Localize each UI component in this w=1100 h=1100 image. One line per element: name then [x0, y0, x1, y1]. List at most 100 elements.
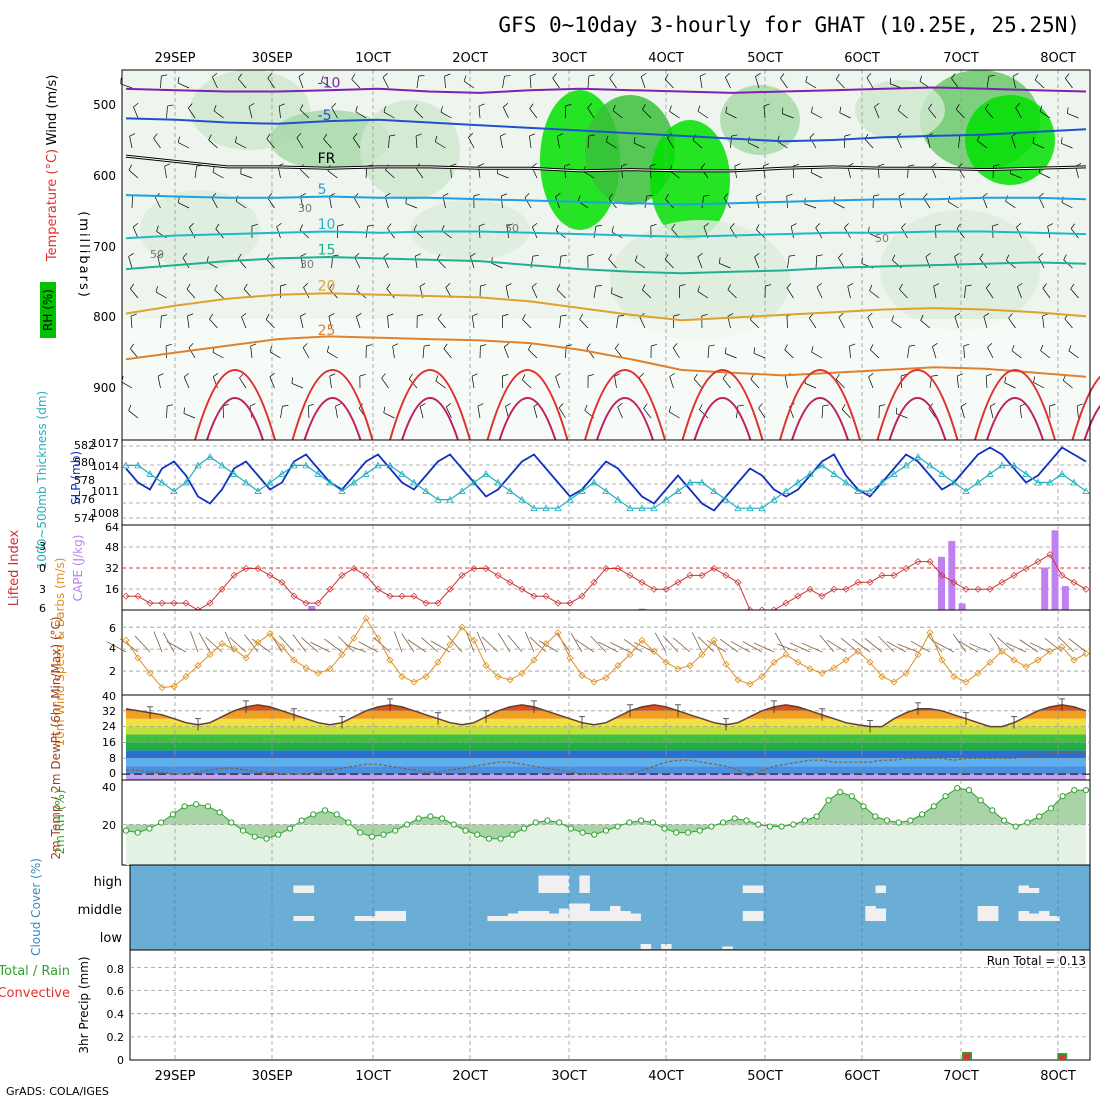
wind-barb-flag	[985, 283, 991, 289]
pressure-tick-label: 500	[93, 98, 116, 112]
precip-convective-bar	[964, 1053, 970, 1060]
surface-wind-barb	[407, 639, 427, 653]
thickness-marker	[218, 461, 226, 469]
thickness-line	[126, 456, 1087, 509]
bottom-day-label: 6OCT	[844, 1069, 880, 1084]
wind-barb-flag	[609, 73, 614, 79]
wind-barb	[1067, 113, 1079, 119]
temperature-band	[126, 774, 1086, 780]
wind-barb-flag	[326, 345, 330, 352]
wind-barb	[183, 413, 196, 419]
cape-tick-label: 64	[105, 521, 119, 534]
wind-barb	[356, 316, 361, 329]
wind-barb	[132, 226, 139, 239]
wind-barb-flag	[557, 133, 564, 137]
cloud-cover-bar	[875, 908, 887, 921]
cloud-cover-bar	[742, 885, 754, 893]
cape-bars	[308, 530, 1069, 610]
wind-barb-flag	[351, 73, 356, 80]
surface-wind-barb	[190, 631, 199, 653]
wind-barb-flag	[529, 133, 536, 137]
wind-barb	[586, 348, 595, 359]
wind-barb-flag	[419, 283, 426, 287]
surface-wind-barb	[598, 641, 619, 653]
wind-barb	[784, 376, 788, 389]
lifted-index-marker	[698, 571, 706, 579]
wind-barb-flag	[417, 314, 424, 317]
wind-barb-flag	[505, 283, 512, 287]
wind-barb	[505, 286, 509, 299]
wind-barb-flag	[367, 224, 374, 227]
wind-barb-flag	[750, 373, 755, 380]
wind-barb	[1047, 226, 1051, 239]
wind-barb-flag	[641, 72, 647, 77]
temperature-band	[126, 742, 1086, 751]
surface-isotherm-arch	[779, 369, 861, 441]
thickness-marker	[350, 478, 358, 486]
thickness-marker	[902, 461, 910, 469]
wind-barb-flag	[754, 252, 760, 258]
lifted-index-marker	[254, 565, 262, 572]
cloud-cover-bar	[589, 911, 601, 921]
wind-barb-flag	[130, 343, 135, 349]
cloud-cover-bar	[599, 911, 611, 921]
lifted-index-marker	[314, 599, 322, 607]
wind-barb	[1076, 406, 1079, 419]
wind-barb	[891, 320, 902, 329]
surface-isotherm-arch	[986, 397, 1044, 441]
thickness-marker	[434, 495, 442, 503]
wind-barb-flag	[504, 75, 511, 77]
thickness-marker	[266, 478, 274, 486]
wind-speed-marker	[686, 662, 694, 670]
lifted-index-marker	[974, 585, 982, 593]
surface-wind-barb	[934, 641, 955, 653]
surface-wind-barb	[730, 641, 751, 653]
wind-barb-flag	[299, 224, 303, 231]
cloud-cover-bar	[1049, 916, 1060, 921]
slp-tick-label: 1011	[91, 485, 119, 498]
wind-barb	[985, 376, 988, 389]
rh-marker	[708, 823, 715, 830]
surface-wind-barb	[575, 639, 595, 653]
wind-barb-flag	[478, 163, 484, 167]
rh-area-dark	[126, 788, 1086, 839]
cross-section-panel: -10 -5 FR 5 10 15 20 25 30 50 50 50 30 500 600 700 8…	[40, 69, 1100, 441]
wind-barb	[178, 202, 190, 209]
lifted-index-marker	[206, 599, 214, 607]
lifted-index-marker	[158, 599, 166, 607]
thickness-marker	[602, 487, 610, 494]
precip-bars	[962, 1051, 1068, 1060]
wind-barb-flag	[988, 75, 995, 77]
wind-barb	[382, 77, 389, 89]
wind-barb	[178, 142, 190, 149]
wind-barb-flag	[161, 314, 168, 317]
wind-barb	[130, 348, 139, 359]
lifted-index-marker	[674, 578, 682, 586]
wind-barb-flag	[763, 163, 769, 167]
lifted-index-marker	[914, 558, 922, 566]
wind-barb	[307, 406, 310, 419]
wind-barb	[269, 376, 275, 389]
rh-marker	[801, 817, 809, 824]
cloud-cover-bar	[865, 906, 876, 921]
wind-barb	[907, 346, 910, 359]
wind-barb	[300, 169, 310, 179]
wind-barb-flag	[129, 133, 136, 137]
wind-barb-flag	[182, 253, 188, 258]
temperature-line	[125, 704, 1087, 728]
bottom-day-label: 7OCT	[943, 1069, 979, 1084]
wind-barb-flag	[300, 313, 306, 317]
thickness-marker	[998, 461, 1006, 469]
wind-barb	[707, 346, 710, 359]
temperature-band	[126, 734, 1086, 743]
surface-wind-barb	[590, 635, 607, 653]
rh-blob	[270, 110, 390, 170]
cloud-cover-bar	[1038, 911, 1050, 921]
rh-marker	[860, 803, 867, 810]
slp-tick-label: 1017	[91, 437, 119, 450]
wind-barb	[609, 77, 617, 89]
precip-tick-label: 0.2	[107, 1031, 125, 1044]
lifted-index-marker	[458, 571, 466, 579]
wind-barb-flag	[617, 402, 623, 408]
wind-barb-flag	[383, 106, 386, 113]
